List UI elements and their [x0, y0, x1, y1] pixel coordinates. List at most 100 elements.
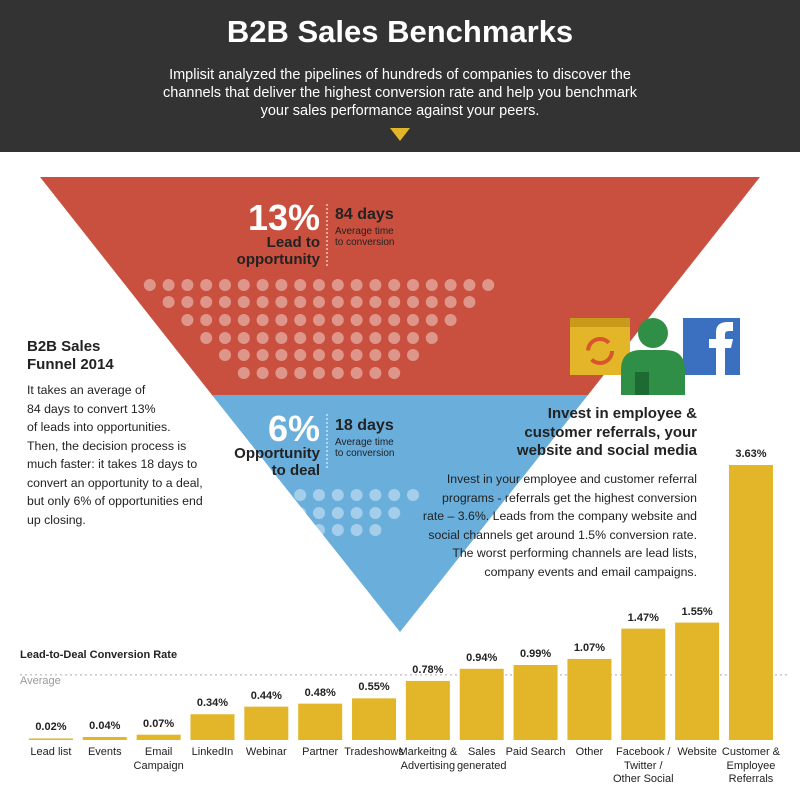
stage-label: Lead to opportunity — [236, 234, 320, 268]
dot — [331, 296, 344, 308]
funnel-dots — [143, 279, 495, 536]
dot — [407, 489, 419, 501]
dot — [294, 489, 307, 501]
icons — [570, 318, 740, 395]
dot — [256, 524, 269, 536]
x-tick-label: Partner — [302, 746, 339, 758]
dot — [294, 314, 307, 326]
dot — [256, 296, 269, 308]
dot — [425, 332, 438, 344]
bar — [728, 465, 773, 740]
dot — [219, 332, 231, 344]
x-tick-label: Facebook / Twitter / Other Social — [613, 746, 674, 785]
dot — [313, 314, 325, 326]
value-label: 0.44% — [250, 689, 282, 702]
dot — [444, 314, 457, 326]
dot — [237, 332, 250, 344]
dot — [275, 332, 288, 344]
callout-title: Invest in employee & customer referrals,… — [516, 405, 697, 459]
dot — [350, 349, 363, 361]
dot — [369, 296, 382, 308]
bar — [567, 658, 612, 740]
dot — [275, 296, 288, 308]
dot — [331, 524, 344, 536]
dot — [162, 296, 175, 308]
dot — [219, 296, 231, 308]
x-tick-label: Markeitng & Advertising — [398, 746, 458, 772]
bar — [82, 736, 127, 740]
x-tick-label: Webinar — [245, 746, 287, 758]
dot — [313, 524, 325, 536]
dot — [350, 489, 363, 501]
dot — [219, 489, 231, 501]
dot — [294, 349, 307, 361]
x-tick-label: Tradeshows — [344, 746, 404, 758]
dot — [294, 367, 307, 379]
dot — [275, 279, 288, 291]
dot — [256, 489, 269, 501]
dot — [237, 279, 250, 291]
dot — [331, 367, 344, 379]
dot — [444, 296, 457, 308]
dot — [369, 507, 382, 519]
value-label: 3.63% — [735, 448, 767, 461]
dot — [313, 349, 325, 361]
dot — [407, 314, 419, 326]
dot — [350, 507, 363, 519]
bar — [136, 734, 181, 740]
value-label: 0.04% — [89, 719, 121, 732]
dot — [313, 296, 325, 308]
x-tick-label: Customer & Employee Referrals — [721, 746, 780, 785]
header-band — [0, 0, 800, 152]
dot — [237, 367, 250, 379]
bar — [352, 698, 397, 740]
dot — [407, 279, 419, 291]
bar — [621, 628, 666, 740]
subtitle: Implisit analyzed the pipelines of hundr… — [163, 67, 637, 119]
dot — [313, 507, 325, 519]
dot — [407, 349, 419, 361]
icon-person-head — [638, 318, 668, 348]
value-label: 1.07% — [573, 641, 606, 654]
dot — [219, 279, 231, 291]
dot — [162, 279, 175, 291]
chart-title: Lead-to-Deal Conversion Rate — [20, 649, 178, 661]
stage-percent: 13% — [247, 197, 320, 238]
dot — [256, 279, 269, 291]
dot — [425, 296, 438, 308]
dot — [369, 332, 382, 344]
dot — [350, 314, 363, 326]
dot — [331, 314, 344, 326]
value-label: 0.78% — [412, 663, 444, 676]
dot — [294, 524, 307, 536]
dot — [388, 367, 401, 379]
dot — [237, 296, 250, 308]
dot — [200, 296, 213, 308]
dot — [143, 279, 156, 291]
dot — [219, 349, 231, 361]
dot — [388, 314, 401, 326]
dot — [388, 507, 401, 519]
x-tick-label: Paid Search — [505, 746, 566, 758]
x-tick-label: Website — [677, 746, 717, 758]
callout-text: Invest in your employee and customer ref… — [422, 472, 697, 579]
value-label: 1.47% — [627, 611, 659, 624]
dot — [463, 279, 476, 291]
sidebar-text: It takes an average of 84 days to conver… — [27, 383, 203, 527]
dot — [237, 314, 250, 326]
dot — [331, 507, 344, 519]
icon-facebook-f — [709, 322, 733, 375]
dot — [237, 489, 250, 501]
icon-refresh — [586, 337, 614, 365]
value-label: 1.55% — [681, 605, 713, 618]
dot — [350, 279, 363, 291]
funnel-bottom — [212, 395, 588, 632]
bar — [405, 680, 450, 740]
sidebar-title: B2B Sales Funnel 2014 — [27, 338, 114, 373]
dot — [181, 314, 194, 326]
dot — [313, 489, 325, 501]
dot — [200, 332, 213, 344]
stage-percent: 6% — [267, 408, 320, 449]
